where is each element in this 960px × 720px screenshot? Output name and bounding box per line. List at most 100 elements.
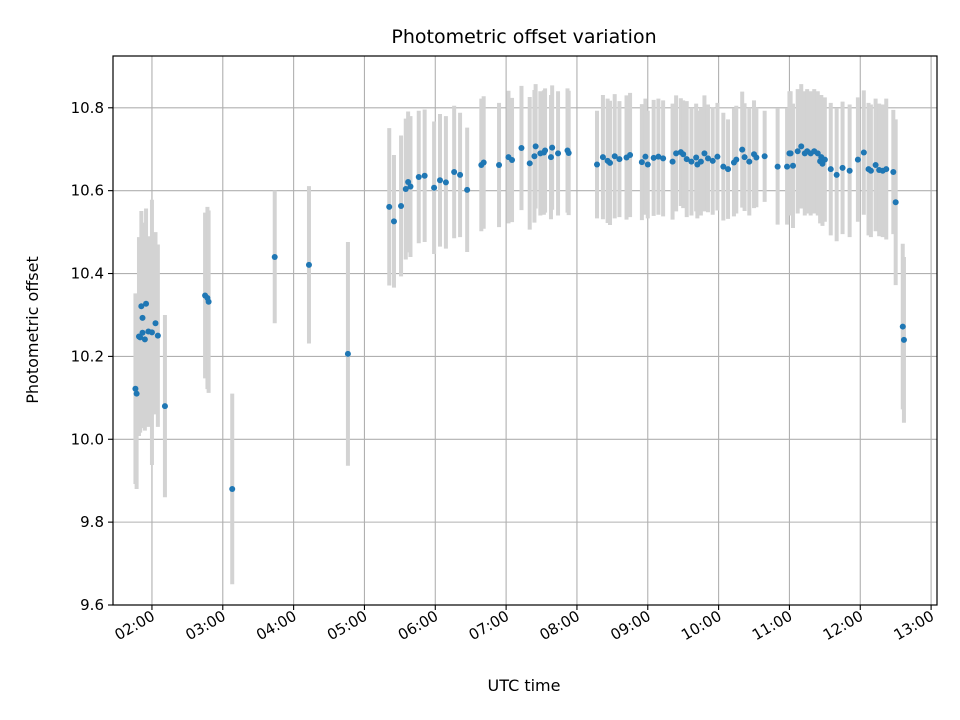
data-point bbox=[141, 336, 148, 343]
data-point bbox=[701, 150, 708, 157]
data-point bbox=[431, 184, 438, 191]
data-point bbox=[839, 164, 846, 171]
data-point bbox=[627, 152, 634, 159]
data-point bbox=[733, 156, 740, 163]
data-points bbox=[132, 143, 907, 492]
data-point bbox=[148, 329, 155, 336]
data-point bbox=[415, 173, 422, 180]
data-point bbox=[720, 163, 727, 170]
data-point bbox=[704, 155, 711, 162]
data-point bbox=[798, 143, 805, 150]
data-point bbox=[784, 163, 791, 170]
x-tick-label: 11:00 bbox=[749, 607, 795, 644]
data-point bbox=[655, 153, 662, 160]
error-bars bbox=[133, 84, 906, 585]
x-tick-label: 12:00 bbox=[820, 607, 866, 644]
data-point bbox=[669, 158, 676, 165]
data-point bbox=[714, 153, 721, 160]
data-point bbox=[683, 156, 690, 163]
data-point bbox=[344, 350, 351, 357]
data-point bbox=[789, 162, 796, 169]
data-point bbox=[599, 154, 606, 161]
data-point bbox=[660, 155, 667, 162]
data-point bbox=[305, 261, 312, 268]
data-point bbox=[616, 156, 623, 163]
data-point bbox=[386, 203, 393, 210]
data-point bbox=[741, 154, 748, 161]
data-point bbox=[638, 159, 645, 166]
data-point bbox=[709, 157, 716, 164]
data-point bbox=[821, 156, 828, 163]
data-point bbox=[407, 183, 414, 190]
data-point bbox=[606, 159, 613, 166]
data-point bbox=[531, 153, 538, 160]
data-point bbox=[229, 485, 236, 492]
data-point bbox=[542, 147, 549, 154]
data-point bbox=[644, 161, 651, 168]
data-point bbox=[547, 154, 554, 161]
data-point bbox=[532, 143, 539, 150]
data-point bbox=[161, 403, 168, 410]
data-point bbox=[390, 218, 397, 225]
data-point bbox=[133, 390, 140, 397]
x-tick-label: 02:00 bbox=[112, 607, 158, 644]
data-point bbox=[673, 150, 680, 157]
data-point bbox=[611, 153, 618, 160]
data-point bbox=[794, 148, 801, 155]
y-tick-label: 10.8 bbox=[71, 99, 104, 117]
data-point bbox=[565, 149, 572, 156]
data-point bbox=[152, 320, 159, 327]
x-tick-label: 13:00 bbox=[891, 607, 937, 644]
data-point bbox=[451, 169, 458, 176]
data-point bbox=[814, 150, 821, 157]
y-tick-label: 9.8 bbox=[80, 513, 104, 531]
data-point bbox=[518, 144, 525, 151]
data-point bbox=[496, 161, 503, 168]
data-point bbox=[753, 154, 760, 161]
data-point bbox=[883, 166, 890, 173]
x-tick-label: 08:00 bbox=[537, 607, 583, 644]
data-point bbox=[405, 178, 412, 185]
data-point bbox=[526, 160, 533, 167]
data-point bbox=[138, 303, 145, 310]
data-point bbox=[693, 154, 700, 161]
y-tick-label: 9.6 bbox=[80, 596, 104, 614]
data-point bbox=[464, 186, 471, 193]
y-axis: 9.6 9.8 10.0 10.2 10.4 10.6 10.8 bbox=[71, 99, 113, 614]
x-tick-label: 07:00 bbox=[466, 607, 512, 644]
data-point bbox=[139, 314, 146, 321]
data-point bbox=[860, 149, 867, 156]
y-tick-label: 10.2 bbox=[71, 347, 104, 365]
data-point bbox=[774, 163, 781, 170]
data-point bbox=[725, 166, 732, 173]
data-point bbox=[787, 150, 794, 157]
data-point bbox=[846, 167, 853, 174]
y-tick-label: 10.0 bbox=[71, 430, 104, 448]
data-point bbox=[421, 172, 428, 179]
x-axis-title: UTC time bbox=[488, 676, 561, 695]
chart-title: Photometric offset variation bbox=[391, 26, 656, 48]
data-point bbox=[899, 323, 906, 330]
data-point bbox=[739, 146, 746, 153]
data-point bbox=[137, 334, 144, 341]
x-tick-label: 04:00 bbox=[253, 607, 299, 644]
data-point bbox=[688, 158, 695, 165]
data-point bbox=[872, 161, 879, 168]
data-point bbox=[154, 332, 161, 339]
data-point bbox=[139, 329, 146, 336]
data-point bbox=[642, 153, 649, 160]
data-point bbox=[509, 156, 516, 163]
x-tick-label: 10:00 bbox=[678, 607, 724, 644]
x-tick-label: 06:00 bbox=[395, 607, 441, 644]
data-point bbox=[650, 154, 657, 161]
data-point bbox=[680, 151, 687, 158]
data-point bbox=[143, 300, 150, 307]
data-point bbox=[437, 177, 444, 184]
data-point bbox=[594, 161, 601, 168]
data-point bbox=[746, 158, 753, 165]
data-point bbox=[827, 166, 834, 173]
data-point bbox=[442, 179, 449, 186]
y-tick-label: 10.4 bbox=[71, 265, 104, 283]
data-point bbox=[549, 144, 556, 151]
data-point bbox=[205, 298, 212, 305]
